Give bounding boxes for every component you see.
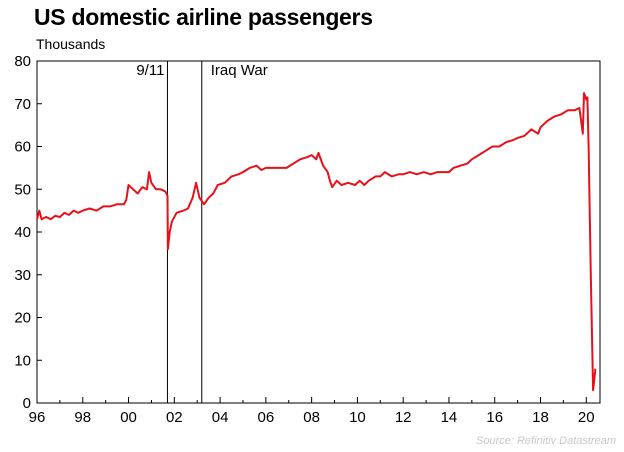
- source-note: Source: Refinitiv Datastream: [476, 435, 616, 447]
- y-tick-label: 0: [23, 395, 31, 412]
- x-tick-label: 00: [120, 409, 137, 426]
- y-tick-label: 20: [14, 310, 31, 327]
- x-tick-label: 20: [578, 409, 595, 426]
- x-tick-label: 10: [349, 409, 366, 426]
- x-tick-label: 08: [303, 409, 320, 426]
- y-tick-label: 70: [14, 96, 31, 113]
- x-tick-label: 14: [441, 409, 458, 426]
- x-tick-label: 04: [212, 409, 229, 426]
- y-axis-unit-label: Thousands: [36, 36, 106, 52]
- y-tick-label: 50: [14, 181, 31, 198]
- x-tick-label: 98: [74, 409, 91, 426]
- chart-title: US domestic airline passengers: [34, 4, 373, 30]
- plot-frame: [36, 60, 601, 404]
- x-tick-label: 06: [258, 409, 275, 426]
- x-tick-label: 12: [395, 409, 412, 426]
- x-tick-label: 16: [486, 409, 503, 426]
- x-tick-label: 96: [29, 409, 46, 426]
- y-tick-label: 80: [14, 53, 31, 70]
- x-tick-label: 02: [166, 409, 183, 426]
- y-tick-label: 30: [14, 267, 31, 284]
- y-tick-label: 60: [14, 139, 31, 156]
- y-tick-label: 40: [14, 224, 31, 241]
- event-marker-label: Iraq War: [211, 62, 268, 79]
- y-tick-label: 10: [14, 352, 31, 369]
- passengers-series-line: [36, 92, 597, 392]
- event-marker-label: 9/11: [136, 62, 164, 79]
- x-tick-label: 18: [532, 409, 549, 426]
